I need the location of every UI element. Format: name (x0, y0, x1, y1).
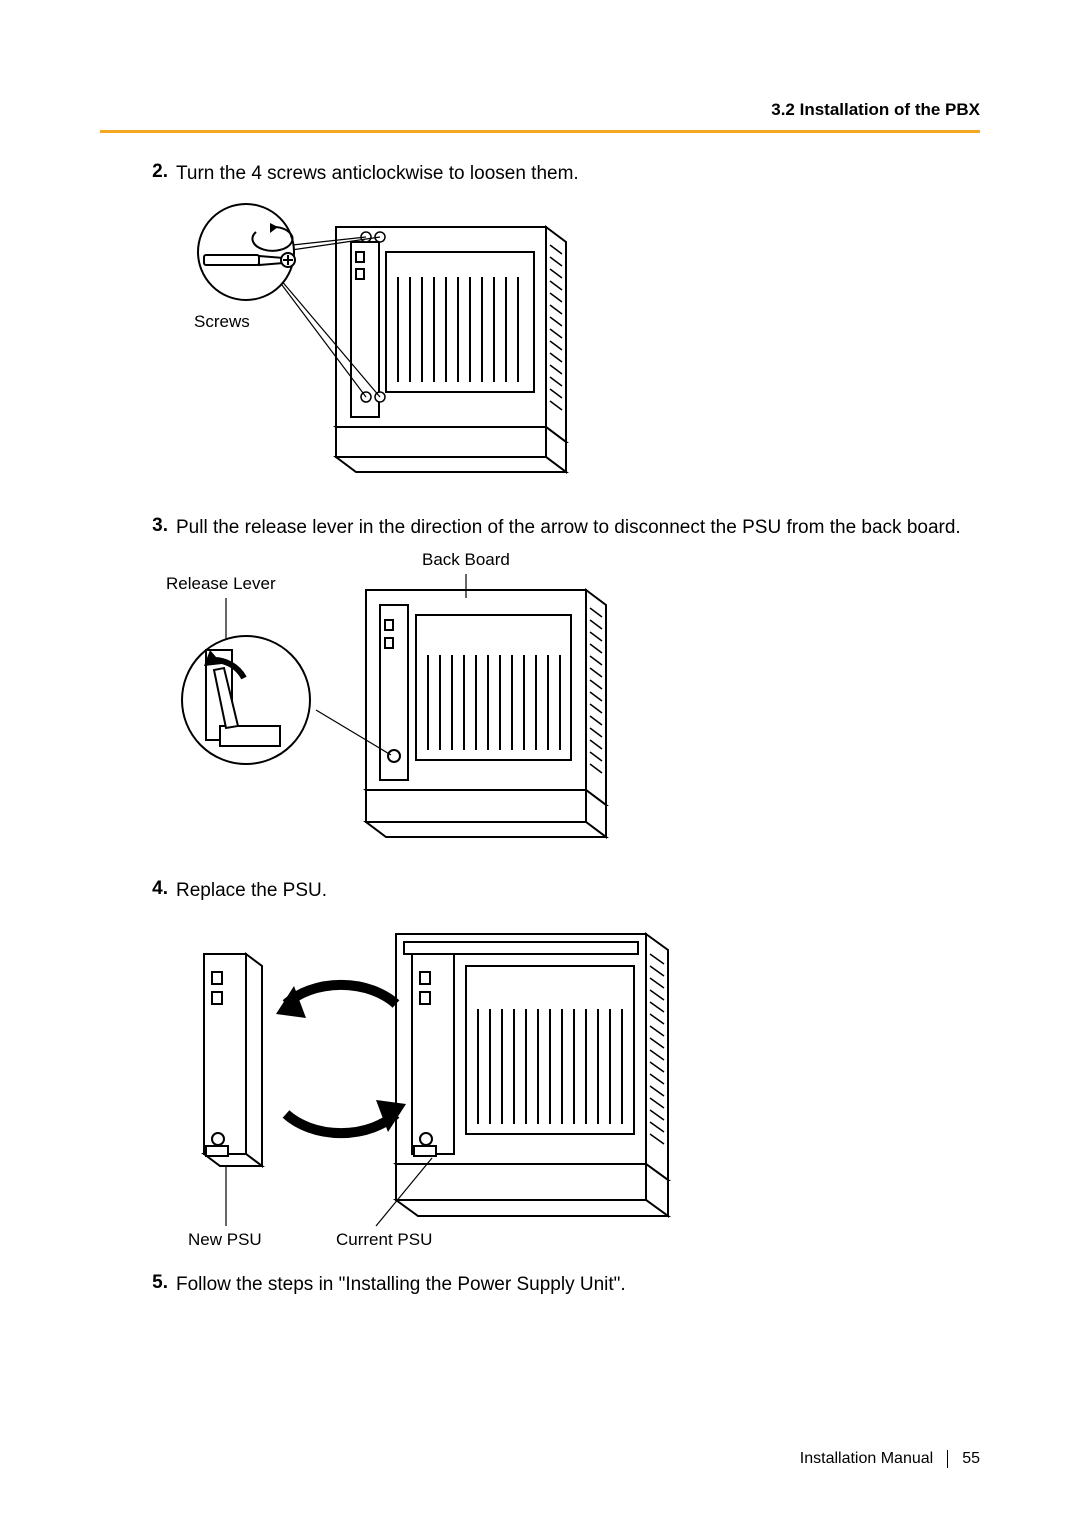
label-current-psu: Current PSU (336, 1230, 432, 1250)
step-text: Replace the PSU. (176, 878, 980, 904)
header-rule (100, 130, 980, 133)
page-footer: Installation Manual 55 (800, 1450, 980, 1468)
step-text: Turn the 4 screws anticlockwise to loose… (176, 161, 980, 187)
section-header: 3.2 Installation of the PBX (100, 100, 980, 130)
step-number: 4. (140, 878, 168, 900)
label-release-lever: Release Lever (166, 574, 276, 594)
label-screws: Screws (194, 312, 250, 332)
step-number: 5. (140, 1272, 168, 1294)
figure-release-lever-svg (166, 550, 626, 860)
footer-divider (947, 1450, 948, 1468)
figure-screws: Screws (166, 197, 586, 497)
step-text: Follow the steps in "Installing the Powe… (176, 1272, 980, 1298)
step-number: 3. (140, 515, 168, 537)
footer-manual: Installation Manual (800, 1450, 933, 1468)
figure-replace-svg (166, 914, 686, 1254)
step-4: 4. Replace the PSU. (140, 878, 980, 904)
figure-replace-psu: New PSU Current PSU (166, 914, 686, 1254)
label-new-psu: New PSU (188, 1230, 262, 1250)
step-3: 3. Pull the release lever in the directi… (140, 515, 980, 541)
step-2: 2. Turn the 4 screws anticlockwise to lo… (140, 161, 980, 187)
page: 3.2 Installation of the PBX 2. Turn the … (0, 0, 1080, 1528)
figure-screws-svg (166, 197, 586, 497)
step-text: Pull the release lever in the direction … (176, 515, 980, 541)
footer-page: 55 (962, 1450, 980, 1468)
step-number: 2. (140, 161, 168, 183)
label-back-board: Back Board (422, 550, 510, 570)
step-5: 5. Follow the steps in "Installing the P… (140, 1272, 980, 1298)
figure-release-lever: Release Lever Back Board (166, 550, 626, 860)
